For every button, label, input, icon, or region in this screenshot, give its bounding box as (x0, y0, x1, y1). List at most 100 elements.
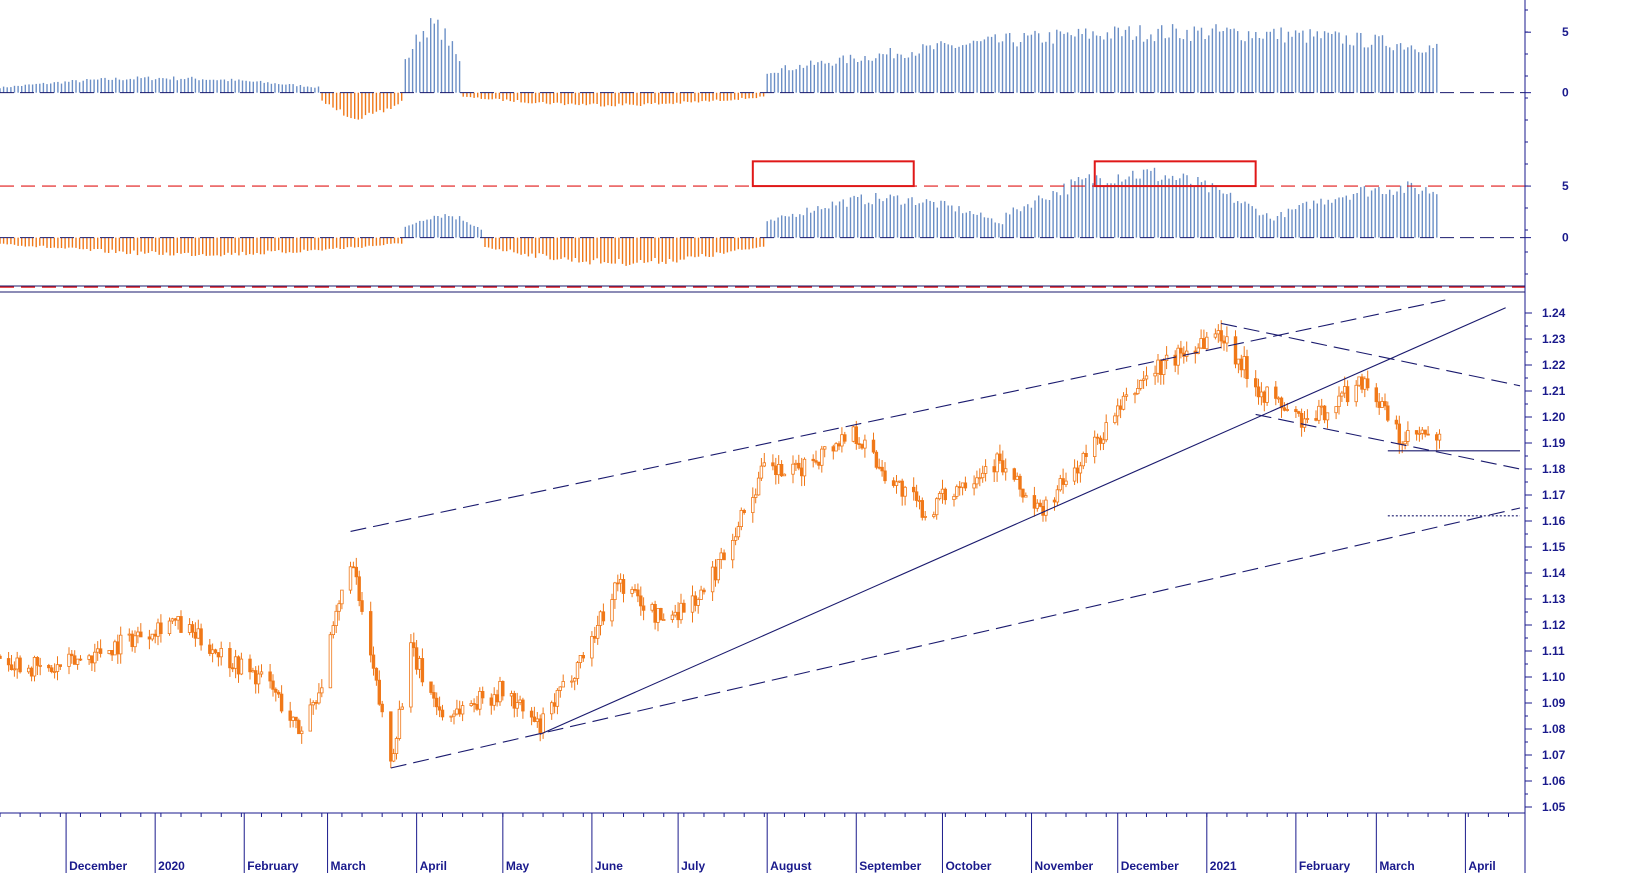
candle-body (1116, 405, 1120, 417)
candle-body (1061, 478, 1065, 485)
candle-body (251, 670, 255, 673)
candle-body (710, 566, 715, 593)
candle-body (297, 720, 301, 735)
candle-body (1245, 356, 1249, 380)
candle-body (960, 482, 965, 488)
candle-body (972, 483, 976, 489)
candle-body (1113, 415, 1117, 423)
candle-body (116, 641, 120, 655)
candle-body (633, 589, 637, 591)
candle-body (532, 716, 537, 722)
candle-body (492, 694, 496, 706)
candle-body (18, 657, 22, 673)
oscillator-top-panel (0, 18, 1525, 120)
candle-body (73, 655, 77, 665)
candle-body (29, 667, 34, 677)
candle-body (702, 589, 706, 593)
candle-body (932, 514, 936, 517)
candle-body (1098, 437, 1103, 444)
candle-body (1233, 336, 1238, 365)
candle-body (863, 439, 867, 449)
candle-body (153, 633, 157, 637)
candle-body (759, 465, 764, 479)
candle-body (1144, 375, 1149, 380)
candle-body (613, 582, 617, 601)
candle-body (136, 631, 140, 637)
candle-body (656, 608, 660, 623)
candle-body (693, 595, 697, 606)
candle-body (1262, 391, 1266, 403)
candle-body (935, 498, 939, 516)
candle-body (1058, 478, 1062, 491)
candle-body (156, 622, 160, 637)
candle-body (1380, 401, 1384, 408)
candle-body (1285, 409, 1289, 411)
candle-body (771, 462, 775, 467)
candle-body (871, 439, 876, 453)
candle-body (823, 446, 827, 450)
candle-body (371, 654, 376, 669)
candle-body (814, 460, 818, 463)
candle-body (1041, 505, 1045, 516)
month-label: June (595, 859, 623, 873)
candle-body (581, 655, 585, 659)
candle-body (159, 622, 163, 635)
price-axis-tick-label: 1.11 (1542, 644, 1565, 658)
top-axis-tick-label: 5 (1562, 25, 1569, 39)
price-axis-tick-label: 1.20 (1542, 410, 1566, 424)
candle-body (90, 655, 94, 664)
candle-body (440, 709, 445, 718)
candle-body (58, 664, 62, 667)
candle-body (891, 480, 896, 486)
candle-body (981, 472, 985, 479)
candle-body (75, 658, 80, 665)
candle-body (1078, 465, 1083, 474)
candle-body (6, 658, 11, 666)
price-axis-tick-label: 1.23 (1542, 332, 1566, 346)
candle-body (578, 655, 583, 664)
candle-body (558, 686, 562, 691)
price-panel (0, 299, 1521, 769)
candle-body (236, 656, 241, 675)
candle-body (920, 500, 924, 518)
candle-body (196, 628, 200, 639)
candle-body (1374, 387, 1378, 403)
candle-body (834, 443, 838, 452)
candle-body (1334, 406, 1338, 414)
candle-body (1084, 452, 1088, 457)
candle-body (636, 589, 640, 597)
price-axis-tick-label: 1.24 (1542, 306, 1566, 320)
candle-body (455, 708, 459, 715)
candle-body (1081, 452, 1085, 467)
candle-body (736, 526, 741, 538)
candle-body (1196, 347, 1200, 354)
candle-body (9, 664, 14, 670)
candle-body (374, 667, 379, 681)
candle-body (903, 486, 907, 497)
candle-body (1337, 395, 1341, 408)
candle-body (555, 690, 560, 707)
price-axis-tick-label: 1.05 (1542, 800, 1566, 814)
candle-body (15, 657, 19, 670)
month-label: August (770, 859, 811, 873)
candle-body (276, 691, 281, 695)
candle-body (1121, 395, 1126, 410)
candle-body (113, 641, 117, 656)
candle-body (360, 600, 364, 612)
candle-body (998, 453, 1002, 461)
candle-body (621, 579, 626, 594)
candle-body (719, 552, 723, 560)
candle-body (1256, 386, 1261, 398)
candle-body (380, 703, 384, 713)
candle-body (673, 611, 677, 616)
candle-body (1299, 412, 1304, 428)
candle-body (495, 694, 499, 703)
candle-body (1363, 378, 1367, 390)
candle-body (268, 671, 272, 682)
candle-body (696, 599, 700, 606)
candle-body (1239, 358, 1243, 371)
candle-body (1024, 495, 1028, 498)
candle-body (1133, 393, 1137, 396)
price-axis-tick-label: 1.06 (1542, 774, 1566, 788)
